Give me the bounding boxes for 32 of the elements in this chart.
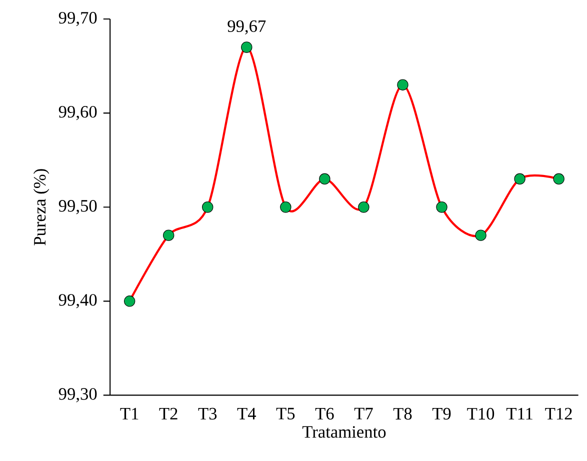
x-tick-label: T2 bbox=[159, 408, 178, 420]
y-tick-label: 99,50 bbox=[58, 200, 97, 214]
point bbox=[436, 201, 448, 213]
point bbox=[358, 201, 370, 213]
y-axis-title: Pureza (%) bbox=[33, 168, 50, 246]
point bbox=[280, 201, 292, 213]
point bbox=[124, 295, 136, 307]
point bbox=[553, 173, 564, 184]
x-tick-label: T10 bbox=[467, 408, 494, 420]
x-axis-title: Tratamiento bbox=[302, 426, 386, 438]
point bbox=[397, 79, 408, 90]
x-tick-label: T11 bbox=[506, 408, 532, 420]
y-tick-label: 99,30 bbox=[58, 388, 97, 402]
point bbox=[514, 173, 526, 184]
point bbox=[475, 230, 486, 241]
y-tick-label: 99,60 bbox=[58, 106, 97, 120]
x-tick-label: T4 bbox=[237, 408, 256, 420]
y-tick-label: 99,40 bbox=[58, 294, 97, 308]
point bbox=[319, 173, 330, 184]
point bbox=[202, 201, 214, 213]
y-tick-label: 99,70 bbox=[58, 12, 97, 26]
x-tick-label: T5 bbox=[276, 408, 295, 420]
x-tick-label: T6 bbox=[315, 408, 334, 420]
x-tick-label: T12 bbox=[545, 408, 572, 420]
x-tick-label: T7 bbox=[354, 408, 373, 420]
point bbox=[241, 41, 252, 53]
x-tick-label: T9 bbox=[432, 408, 451, 420]
x-tick-label: T8 bbox=[393, 408, 412, 420]
x-tick-label: T1 bbox=[120, 408, 138, 420]
point bbox=[162, 230, 174, 241]
x-tick-label: T3 bbox=[198, 408, 217, 420]
annotation: 99,67 bbox=[228, 20, 266, 34]
